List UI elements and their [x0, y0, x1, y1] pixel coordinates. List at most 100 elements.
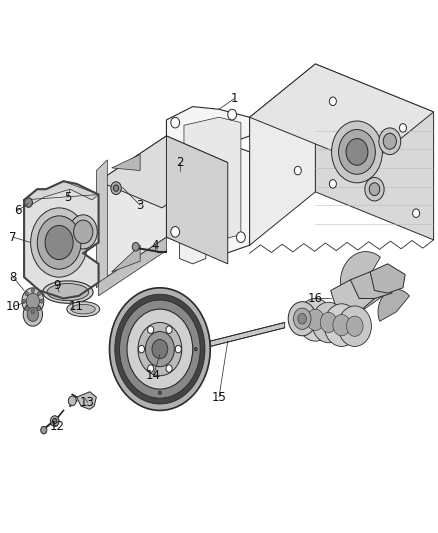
Circle shape	[166, 326, 172, 334]
Circle shape	[194, 348, 197, 351]
Circle shape	[166, 365, 172, 372]
Circle shape	[294, 166, 301, 175]
Circle shape	[25, 306, 28, 311]
Text: 16: 16	[308, 292, 323, 305]
Polygon shape	[99, 136, 228, 208]
Ellipse shape	[42, 281, 93, 303]
Polygon shape	[250, 64, 434, 165]
Polygon shape	[180, 237, 206, 264]
Circle shape	[148, 326, 154, 334]
Circle shape	[138, 345, 145, 353]
Circle shape	[40, 299, 43, 303]
Circle shape	[333, 314, 350, 336]
Polygon shape	[340, 252, 380, 300]
Circle shape	[138, 322, 182, 376]
Text: 3: 3	[137, 199, 144, 212]
Circle shape	[399, 124, 406, 132]
Polygon shape	[350, 272, 392, 298]
Circle shape	[23, 303, 42, 326]
Circle shape	[293, 308, 311, 329]
Polygon shape	[99, 237, 166, 296]
Circle shape	[53, 418, 57, 424]
Text: 15: 15	[212, 391, 226, 403]
Polygon shape	[166, 107, 250, 256]
Circle shape	[171, 117, 180, 128]
Polygon shape	[184, 117, 241, 245]
Circle shape	[175, 345, 181, 353]
Circle shape	[120, 300, 200, 398]
Ellipse shape	[71, 304, 95, 314]
Text: 7: 7	[9, 231, 17, 244]
Circle shape	[159, 391, 161, 394]
Circle shape	[329, 180, 336, 188]
Circle shape	[152, 340, 168, 359]
Circle shape	[369, 183, 380, 196]
Circle shape	[111, 182, 121, 195]
Polygon shape	[96, 160, 107, 288]
Circle shape	[307, 309, 324, 330]
Circle shape	[26, 293, 39, 309]
Polygon shape	[24, 181, 99, 298]
Circle shape	[346, 316, 363, 336]
Circle shape	[148, 365, 154, 372]
Circle shape	[320, 312, 337, 333]
Circle shape	[228, 109, 237, 120]
Circle shape	[41, 426, 47, 434]
Circle shape	[132, 243, 139, 251]
Circle shape	[115, 294, 205, 404]
Polygon shape	[112, 155, 140, 171]
Polygon shape	[166, 136, 228, 264]
Circle shape	[145, 332, 174, 367]
Circle shape	[413, 209, 420, 217]
Circle shape	[37, 292, 41, 296]
Circle shape	[171, 227, 180, 237]
Circle shape	[237, 232, 245, 243]
Text: 8: 8	[10, 271, 17, 284]
Circle shape	[50, 416, 59, 426]
Polygon shape	[315, 64, 434, 240]
Circle shape	[69, 215, 97, 249]
Circle shape	[45, 225, 73, 260]
Circle shape	[31, 310, 35, 314]
Circle shape	[25, 292, 28, 296]
Circle shape	[127, 309, 193, 389]
Polygon shape	[210, 322, 285, 346]
Polygon shape	[99, 136, 166, 282]
Text: 10: 10	[6, 300, 21, 313]
Polygon shape	[250, 64, 315, 245]
Circle shape	[113, 185, 119, 191]
Polygon shape	[112, 245, 140, 272]
Circle shape	[25, 198, 32, 207]
Circle shape	[298, 313, 307, 324]
Circle shape	[110, 288, 210, 410]
Circle shape	[332, 121, 382, 183]
Circle shape	[31, 208, 88, 277]
Polygon shape	[370, 264, 405, 293]
Circle shape	[22, 288, 44, 314]
Circle shape	[31, 288, 35, 293]
Circle shape	[37, 216, 81, 269]
Circle shape	[27, 308, 39, 321]
Circle shape	[37, 306, 41, 311]
Circle shape	[288, 302, 316, 336]
Circle shape	[324, 304, 359, 346]
Text: 4: 4	[152, 239, 159, 252]
Text: 5: 5	[64, 191, 71, 204]
Polygon shape	[331, 280, 374, 312]
Polygon shape	[24, 181, 99, 205]
Circle shape	[298, 298, 333, 341]
Circle shape	[383, 133, 396, 149]
Polygon shape	[378, 289, 410, 321]
Circle shape	[74, 220, 93, 244]
Circle shape	[329, 97, 336, 106]
Circle shape	[312, 302, 345, 343]
Ellipse shape	[47, 284, 88, 301]
Text: 14: 14	[146, 369, 161, 382]
Circle shape	[338, 306, 371, 346]
Circle shape	[339, 130, 375, 174]
Polygon shape	[361, 269, 397, 309]
Text: 9: 9	[53, 279, 61, 292]
Text: 2: 2	[176, 156, 184, 169]
Circle shape	[346, 139, 368, 165]
Text: 12: 12	[49, 420, 64, 433]
